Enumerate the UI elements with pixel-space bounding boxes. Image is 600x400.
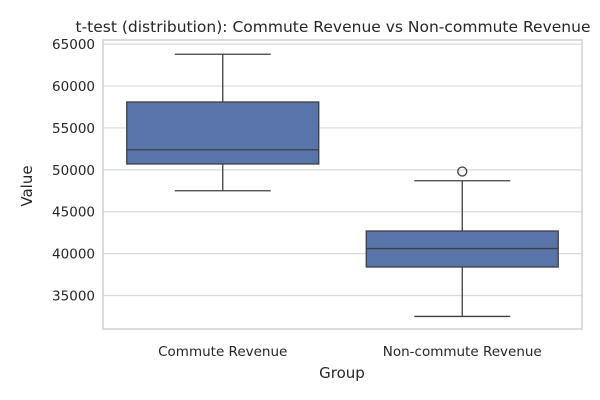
y-tick-labels: 35000 40000 45000 50000 55000 60000 65000 <box>52 37 95 304</box>
x-tick-labels: Commute Revenue Non-commute Revenue <box>158 344 542 360</box>
box-iqr <box>126 101 320 165</box>
y-tick-label: 55000 <box>52 121 95 137</box>
y-tick-label: 65000 <box>52 37 95 53</box>
boxes <box>126 53 559 318</box>
y-tick-label: 35000 <box>52 288 95 304</box>
chart-title: t-test (distribution): Commute Revenue v… <box>76 18 591 36</box>
outlier-point <box>457 166 468 177</box>
axes-frame <box>102 39 583 330</box>
y-tick-label: 60000 <box>52 79 95 95</box>
y-tick-label: 40000 <box>52 247 95 263</box>
x-axis-title: Group <box>319 364 365 382</box>
x-tick-label: Non-commute Revenue <box>383 344 542 360</box>
y-tick-label: 50000 <box>52 163 95 179</box>
y-axis-title: Value <box>18 165 36 206</box>
x-tick-label: Commute Revenue <box>158 344 287 360</box>
y-tick-label: 45000 <box>52 205 95 221</box>
